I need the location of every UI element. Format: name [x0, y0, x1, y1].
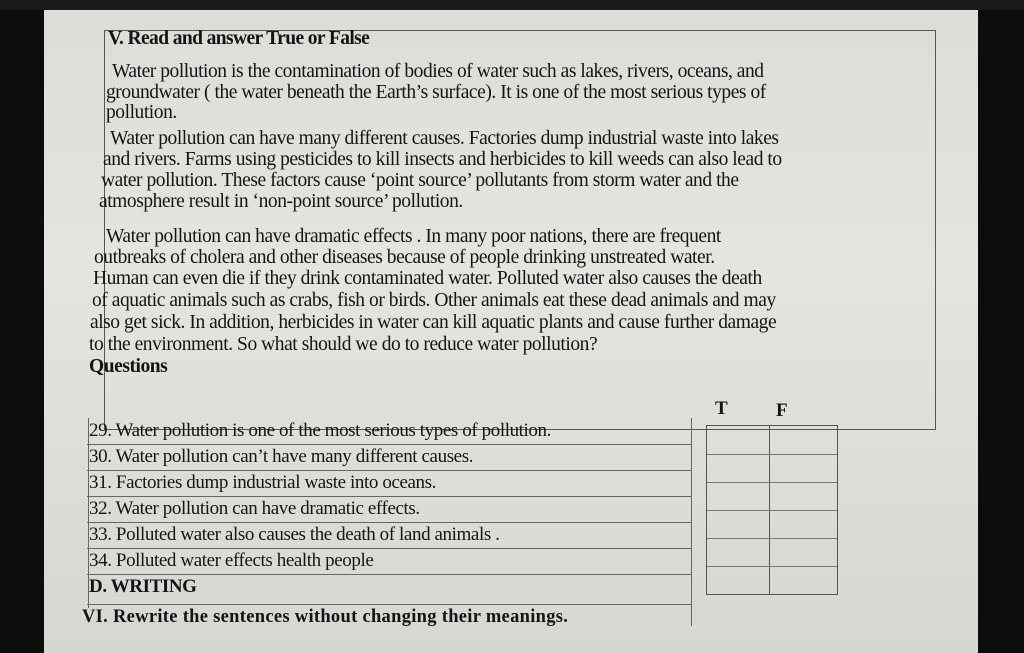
- reading-passage-box: [104, 30, 936, 430]
- question-row: 34. Polluted water effects health people: [87, 548, 691, 575]
- true-false-answer-grid: [706, 425, 838, 595]
- passage-line: Water pollution can have many different …: [110, 128, 779, 149]
- passage-line: pollution.: [106, 102, 177, 123]
- section-title: V. Read and answer True or False: [108, 28, 370, 49]
- questions-heading: Questions: [89, 356, 168, 377]
- passage-line: and rivers. Farms using pesticides to ki…: [103, 149, 782, 170]
- true-column-header: T: [715, 398, 728, 419]
- passage-line: Water pollution can have dramatic effect…: [106, 226, 721, 247]
- passage-line: Human can even die if they drink contami…: [93, 268, 762, 289]
- question-row: 29. Water pollution is one of the most s…: [87, 418, 691, 445]
- table-border-left: [88, 418, 89, 608]
- question-row: 32. Water pollution can have dramatic ef…: [87, 496, 691, 523]
- passage-line: Water pollution is the contamination of …: [112, 61, 764, 82]
- writing-heading: D. WRITING: [89, 576, 197, 597]
- passage-line: outbreaks of cholera and other diseases …: [94, 247, 715, 268]
- writing-row: D. WRITING: [87, 574, 691, 605]
- screen-bezel: [0, 0, 1024, 10]
- passage-line: groundwater ( the water beneath the Eart…: [106, 82, 766, 103]
- passage-line: also get sick. In addition, herbicides i…: [90, 312, 777, 333]
- table-border-right: [691, 418, 692, 626]
- question-row: 31. Factories dump industrial waste into…: [87, 470, 691, 497]
- question-row: 30. Water pollution can’t have many diff…: [87, 444, 691, 471]
- question-row: 33. Polluted water also causes the death…: [87, 522, 691, 549]
- passage-line: atmosphere result in ‘non-point source’ …: [99, 191, 463, 212]
- passage-line: to the environment. So what should we do…: [89, 334, 598, 355]
- passage-line: of aquatic animals such as crabs, fish o…: [92, 290, 776, 311]
- passage-line: water pollution. These factors cause ‘po…: [101, 170, 739, 191]
- false-column-header: F: [776, 400, 788, 421]
- rewrite-heading: VI. Rewrite the sentences without changi…: [82, 607, 569, 627]
- monitor-screen: [44, 8, 978, 653]
